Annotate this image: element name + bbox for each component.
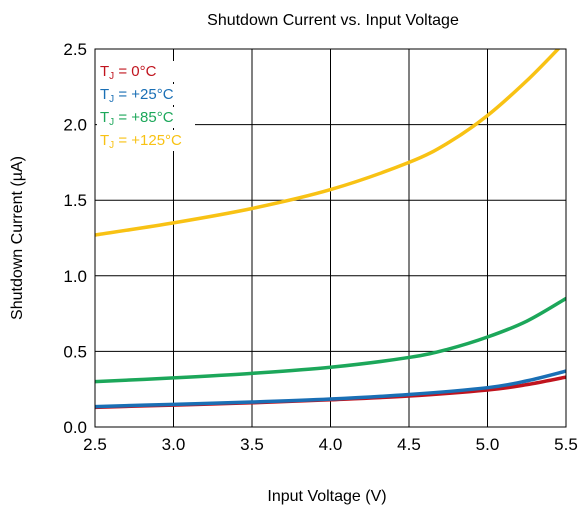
y-tick-label: 1.5 [63, 191, 87, 210]
x-tick-label: 5.0 [476, 435, 500, 454]
legend-bg [97, 84, 195, 105]
y-tick-label: 1.0 [63, 267, 87, 286]
y-tick-label: 2.5 [63, 40, 87, 59]
grid [94, 48, 567, 428]
chart-title: Shutdown Current vs. Input Voltage [207, 12, 459, 29]
series-line-2 [95, 296, 566, 384]
x-tick-label: 3.0 [162, 435, 186, 454]
x-tick-labels: 2.5 3.0 3.5 4.0 4.5 5.0 5.5 [83, 435, 578, 454]
plot-frame [94, 48, 567, 428]
legend-entry-3: TJ = +125°C [100, 132, 182, 151]
legend: TJ = 0°C TJ = +25°C TJ = +85°C TJ = +125°C [97, 61, 205, 151]
series-layer [95, 49, 566, 410]
x-tick-label: 4.0 [319, 435, 343, 454]
legend-bg [97, 130, 205, 151]
legend-entry-1: TJ = +25°C [100, 86, 174, 105]
x-axis-label: Input Voltage (V) [267, 488, 386, 505]
legend-bg [97, 61, 195, 82]
y-tick-label: 0.5 [63, 342, 87, 361]
x-tick-label: 4.5 [397, 435, 421, 454]
y-tick-label: 2.0 [63, 116, 87, 135]
x-tick-label: 2.5 [83, 435, 107, 454]
y-axis-label: Shutdown Current (µA) [9, 156, 26, 320]
legend-bg [97, 107, 195, 128]
y-tick-label: 0.0 [63, 418, 87, 437]
series-line-1 [95, 369, 566, 409]
x-tick-label: 3.5 [240, 435, 264, 454]
x-tick-label: 5.5 [554, 435, 578, 454]
y-tick-labels: 0.0 0.5 1.0 1.5 2.0 2.5 [63, 40, 87, 437]
legend-entry-2: TJ = +85°C [100, 109, 174, 128]
legend-entry-0: TJ = 0°C [100, 63, 157, 82]
series-line-3 [95, 49, 560, 237]
